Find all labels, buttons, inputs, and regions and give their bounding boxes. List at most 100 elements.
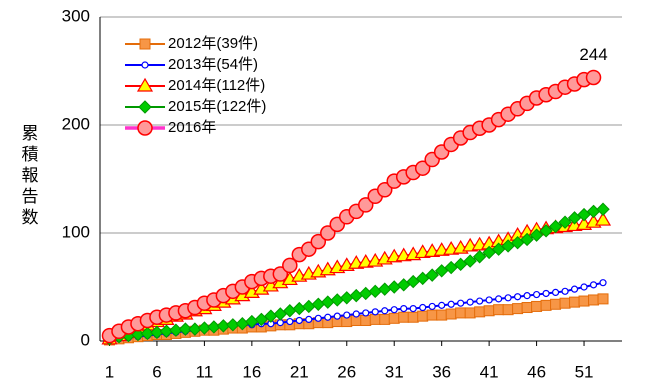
marker bbox=[352, 310, 360, 318]
marker bbox=[476, 297, 484, 305]
marker bbox=[444, 260, 458, 275]
x-tick-label: 6 bbox=[152, 362, 161, 381]
marker bbox=[504, 294, 512, 302]
marker bbox=[493, 304, 505, 316]
marker bbox=[521, 302, 533, 314]
marker bbox=[472, 250, 487, 264]
marker bbox=[567, 211, 582, 225]
legend-marker bbox=[136, 77, 154, 92]
marker bbox=[369, 313, 381, 325]
x-tick-label: 16 bbox=[242, 362, 261, 381]
marker bbox=[388, 312, 400, 324]
marker bbox=[305, 315, 313, 323]
marker bbox=[409, 305, 417, 313]
marker bbox=[589, 281, 598, 289]
marker bbox=[577, 207, 591, 222]
y-tick-label: 0 bbox=[81, 330, 90, 349]
marker bbox=[397, 278, 411, 292]
marker bbox=[357, 197, 374, 213]
marker bbox=[381, 307, 389, 315]
marker bbox=[340, 291, 354, 305]
marker bbox=[463, 254, 477, 268]
marker bbox=[466, 298, 474, 306]
x-tick-label: 31 bbox=[385, 362, 404, 381]
marker bbox=[483, 305, 495, 317]
marker bbox=[415, 271, 430, 286]
marker bbox=[445, 308, 457, 320]
marker bbox=[594, 211, 612, 226]
marker bbox=[523, 292, 531, 300]
marker bbox=[406, 274, 420, 289]
marker bbox=[330, 293, 344, 307]
marker bbox=[349, 288, 363, 303]
marker bbox=[333, 312, 341, 320]
marker bbox=[310, 233, 327, 250]
marker bbox=[447, 300, 455, 308]
marker bbox=[539, 224, 553, 238]
marker bbox=[434, 264, 449, 278]
marker bbox=[324, 313, 332, 321]
marker bbox=[551, 288, 560, 296]
legend-label: 2012年(39件) bbox=[168, 35, 258, 52]
marker bbox=[379, 313, 391, 325]
marker bbox=[559, 297, 571, 309]
marker bbox=[254, 312, 269, 327]
marker bbox=[453, 257, 468, 272]
marker bbox=[436, 309, 448, 321]
x-tick-label: 51 bbox=[575, 362, 594, 381]
marker bbox=[510, 236, 525, 250]
legend-marker bbox=[138, 100, 152, 114]
marker bbox=[371, 308, 379, 316]
marker bbox=[295, 316, 303, 325]
marker bbox=[387, 280, 401, 294]
x-tick-label: 26 bbox=[337, 362, 356, 381]
y-axis-label: 累積報告数 bbox=[22, 124, 39, 227]
x-tick-label: 41 bbox=[480, 362, 499, 381]
marker bbox=[495, 295, 503, 303]
marker bbox=[390, 306, 398, 314]
marker bbox=[502, 304, 514, 316]
marker bbox=[400, 305, 408, 313]
marker bbox=[548, 219, 563, 234]
marker bbox=[513, 293, 522, 301]
x-tick-label: 46 bbox=[527, 362, 546, 381]
marker bbox=[359, 286, 373, 301]
x-tick-label: 1 bbox=[105, 362, 114, 381]
marker bbox=[464, 307, 476, 319]
marker bbox=[532, 290, 541, 299]
marker bbox=[272, 266, 289, 282]
marker bbox=[376, 182, 393, 198]
marker bbox=[273, 307, 288, 321]
marker bbox=[419, 303, 427, 312]
marker bbox=[378, 282, 392, 296]
data-label: 244 bbox=[579, 45, 607, 64]
marker bbox=[311, 297, 325, 311]
marker bbox=[302, 299, 316, 314]
marker bbox=[414, 160, 431, 176]
marker bbox=[550, 298, 562, 310]
marker bbox=[314, 314, 322, 322]
marker bbox=[282, 257, 298, 274]
legend-label: 2013年(54件) bbox=[168, 56, 258, 73]
marker bbox=[529, 228, 544, 242]
marker bbox=[178, 322, 193, 336]
x-tick-label: 11 bbox=[196, 362, 214, 381]
marker bbox=[501, 239, 515, 253]
legend-label: 2015年(122件) bbox=[168, 98, 266, 115]
marker bbox=[407, 311, 419, 323]
marker bbox=[292, 301, 307, 316]
marker bbox=[597, 293, 609, 305]
marker bbox=[428, 302, 436, 311]
legend-marker bbox=[137, 120, 153, 136]
marker bbox=[426, 309, 438, 321]
marker bbox=[578, 295, 590, 307]
marker bbox=[491, 242, 506, 256]
x-tick-label: 36 bbox=[432, 362, 451, 381]
marker bbox=[321, 295, 335, 309]
marker bbox=[569, 296, 581, 308]
x-tick-label: 21 bbox=[290, 362, 309, 381]
y-tick-label: 300 bbox=[62, 6, 90, 25]
marker bbox=[588, 294, 600, 306]
marker bbox=[368, 284, 382, 299]
